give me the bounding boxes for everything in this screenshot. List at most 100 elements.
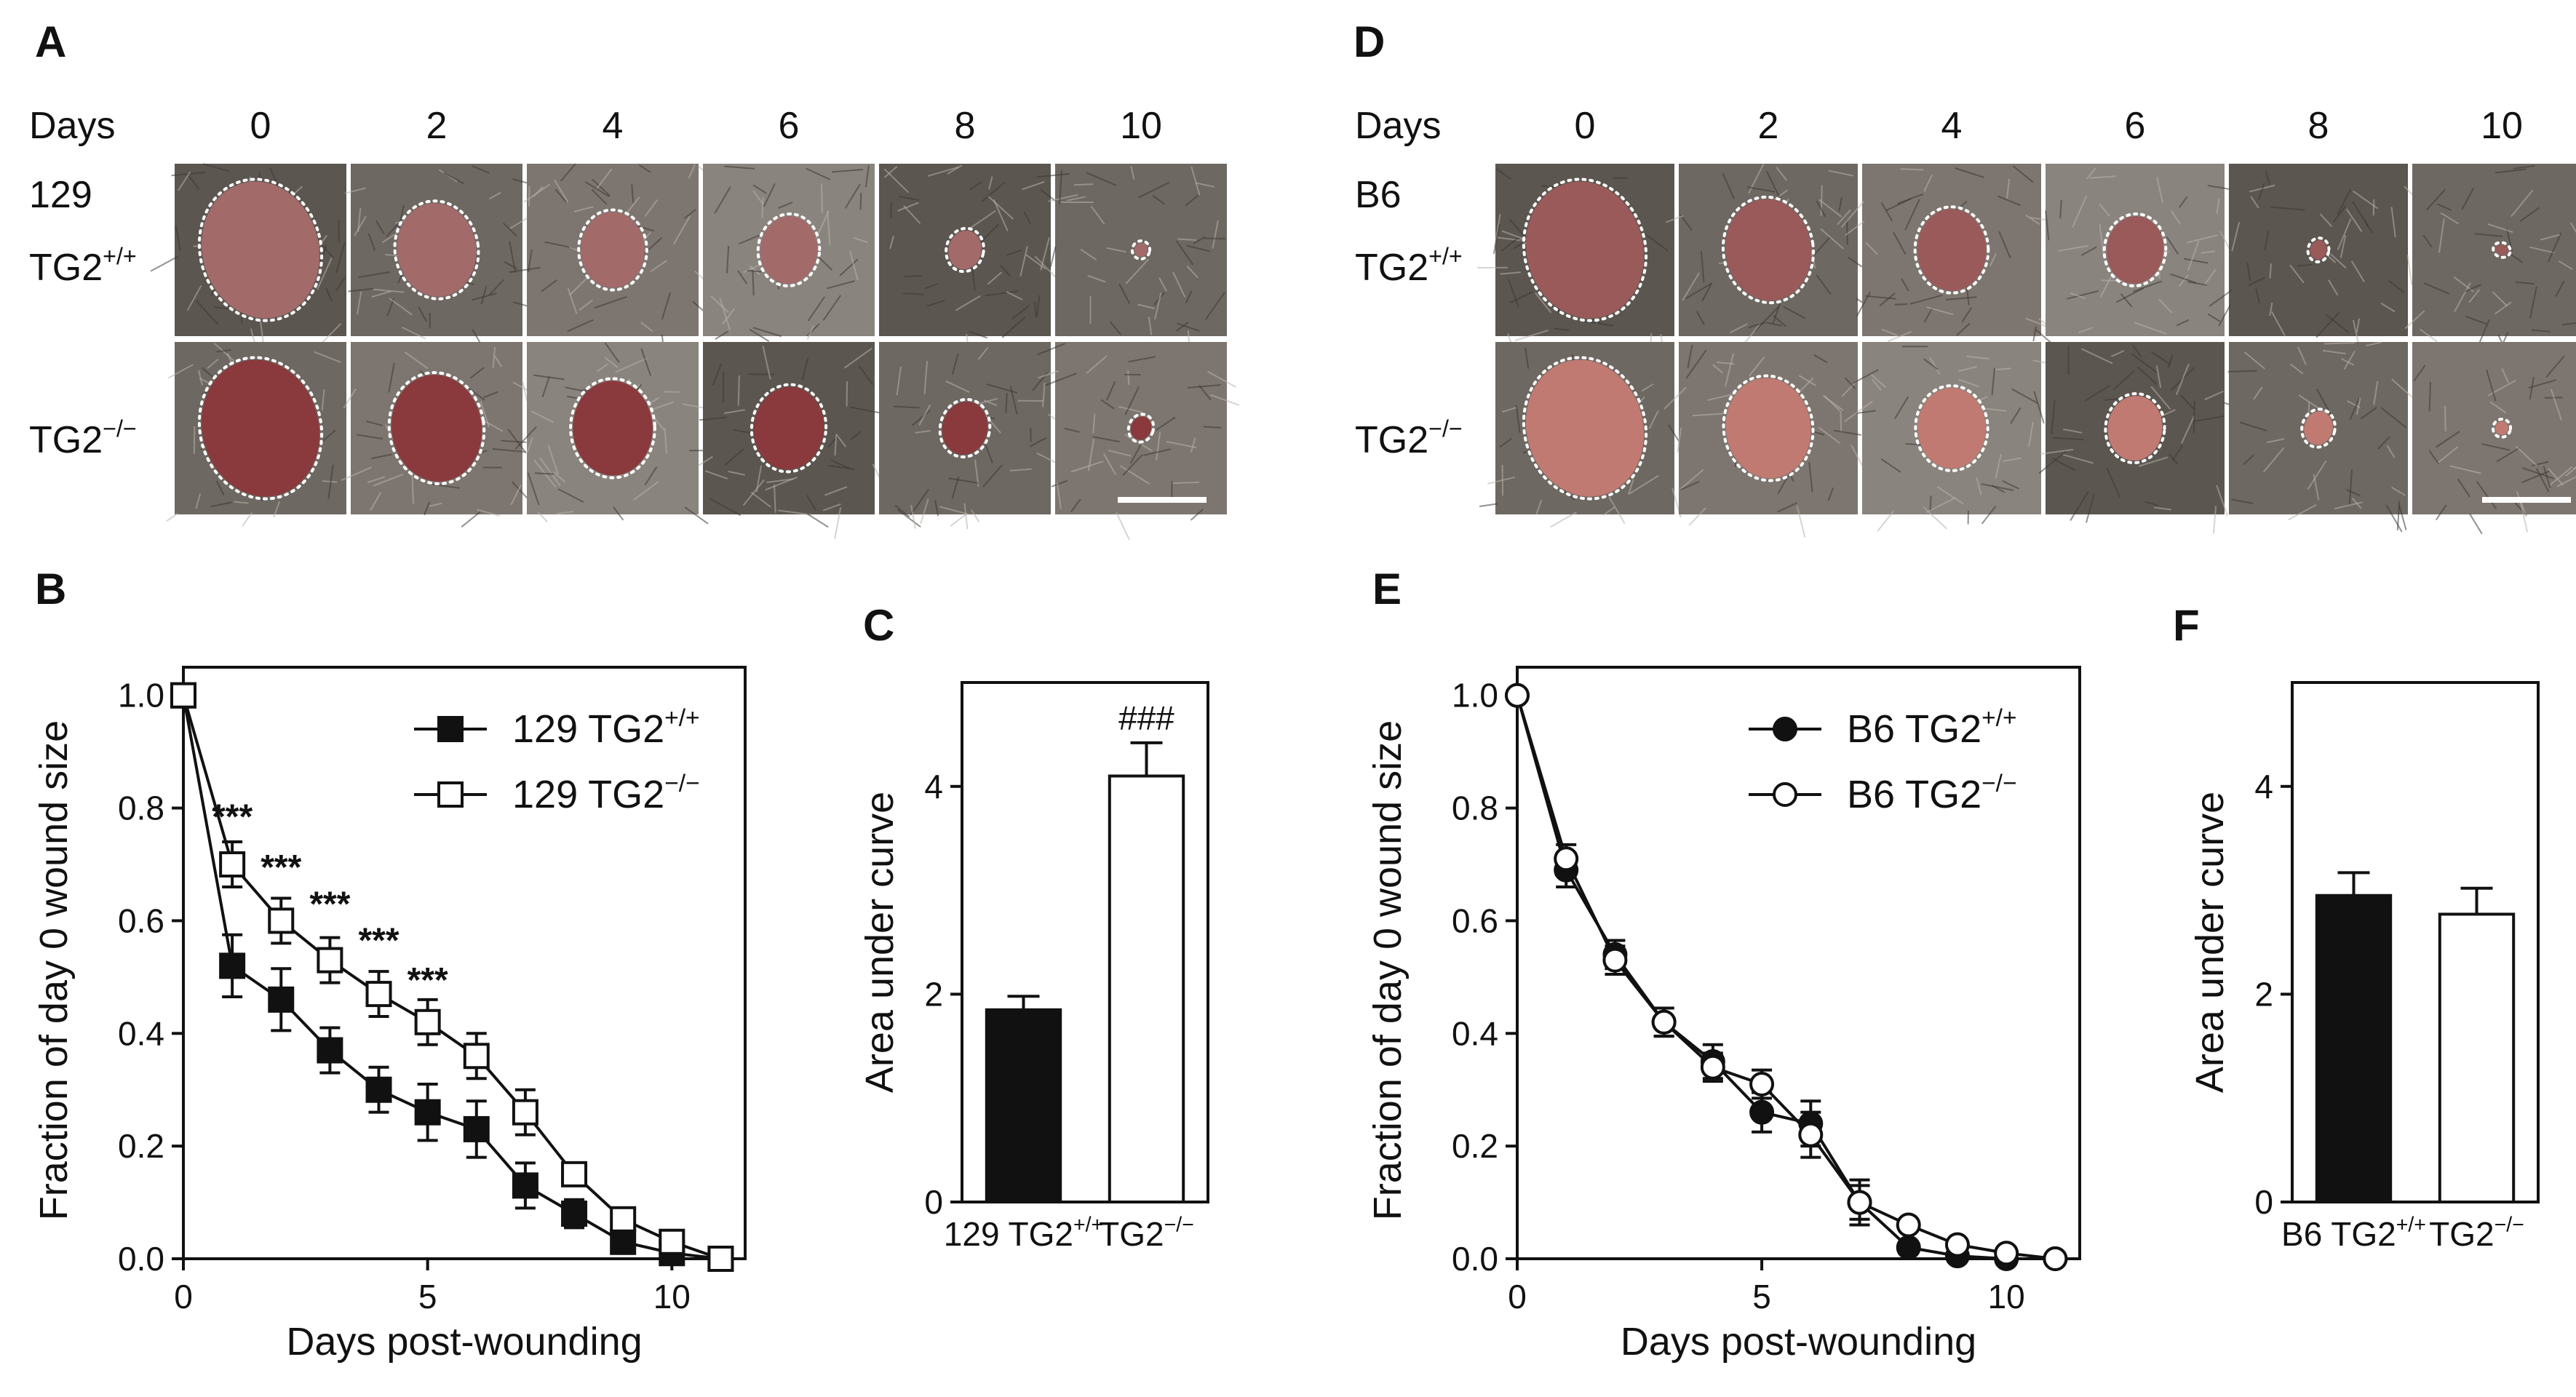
- fur-stroke: [2216, 198, 2220, 214]
- panel-letter-b: B: [35, 565, 66, 613]
- fur-stroke: [2176, 319, 2190, 327]
- fur-stroke: [923, 361, 929, 394]
- day-label: 4: [603, 105, 624, 147]
- fur-stroke: [2106, 468, 2121, 498]
- fur-stroke: [763, 183, 776, 207]
- plot-frame: [961, 681, 1209, 1203]
- fur-stroke: [2181, 415, 2195, 444]
- fur-stroke: [1496, 168, 1512, 180]
- fur-stroke: [807, 513, 829, 528]
- fur-stroke: [1051, 479, 1068, 487]
- fur-stroke: [1190, 509, 1204, 521]
- wound-photo: [2038, 342, 2244, 534]
- wound-outline: [756, 212, 822, 287]
- fur-stroke: [1186, 265, 1198, 279]
- fur-stroke: [1834, 429, 1861, 436]
- fur-stroke: [915, 429, 931, 434]
- wound-photo: [2227, 341, 2413, 533]
- fur-stroke: [2012, 165, 2034, 183]
- fur-stroke: [889, 235, 894, 250]
- fur-stroke: [1722, 172, 1735, 199]
- fur-stroke: [1106, 247, 1126, 253]
- fur-stroke: [1783, 306, 1806, 319]
- fur-stroke: [2341, 358, 2355, 366]
- fur-stroke: [951, 353, 959, 375]
- fur-stroke: [594, 295, 627, 309]
- fur-stroke: [2343, 351, 2356, 370]
- fur-stroke: [2270, 206, 2305, 211]
- fur-stroke: [814, 210, 830, 242]
- fur-stroke: [1845, 377, 1856, 389]
- fur-stroke: [1766, 170, 1781, 201]
- fur-stroke: [1524, 347, 1530, 369]
- fur-stroke: [664, 428, 667, 454]
- fur-stroke: [2179, 196, 2188, 208]
- fur-stroke: [2150, 386, 2171, 410]
- fur-stroke: [824, 486, 848, 496]
- fur-stroke: [859, 192, 862, 210]
- fur-stroke: [365, 420, 383, 426]
- legend-marker: [437, 716, 464, 742]
- fur-stroke: [897, 202, 919, 212]
- fur-stroke: [2062, 453, 2094, 464]
- fur-stroke: [777, 509, 812, 516]
- fur-stroke: [1766, 322, 1783, 327]
- fur-stroke: [724, 165, 755, 170]
- fur-stroke: [2262, 447, 2285, 473]
- fur-stroke: [2120, 293, 2133, 308]
- fur-stroke: [1707, 392, 1737, 401]
- fur-stroke: [1692, 413, 1723, 417]
- data-point: [1700, 1054, 1725, 1080]
- fur-stroke: [214, 306, 231, 310]
- fur-stroke: [2555, 280, 2565, 298]
- fur-stroke: [2067, 290, 2099, 300]
- fur-stroke: [2332, 205, 2346, 223]
- wound-area: [948, 230, 982, 270]
- wound-area: [2494, 421, 2509, 435]
- fur-stroke: [2002, 480, 2019, 490]
- fur-stroke: [1122, 454, 1143, 477]
- wound-photo: [1663, 342, 1864, 538]
- fur-stroke: [1841, 380, 1858, 397]
- fur-stroke: [2288, 504, 2317, 521]
- fur-stroke: [523, 183, 551, 203]
- panel-letter-d: D: [1353, 17, 1385, 66]
- fur-stroke: [539, 457, 561, 487]
- fur-stroke: [2428, 450, 2440, 465]
- fur-stroke: [1840, 410, 1842, 432]
- fur-stroke: [2444, 405, 2446, 431]
- fur-stroke: [2025, 214, 2040, 226]
- fur-stroke: [1725, 353, 1735, 387]
- fur-stroke: [749, 328, 770, 342]
- fur-stroke: [2457, 478, 2470, 498]
- fur-stroke: [325, 287, 333, 302]
- fur-stroke: [2352, 201, 2369, 227]
- fur-stroke: [850, 406, 881, 414]
- wound-photo: [1036, 342, 1240, 541]
- fur-stroke: [2085, 493, 2095, 523]
- fur-stroke: [2543, 466, 2551, 488]
- fur-stroke: [2337, 188, 2352, 215]
- fur-stroke: [541, 279, 557, 292]
- data-point: [219, 851, 246, 877]
- fur-stroke: [1827, 487, 1834, 501]
- fur-stroke: [2465, 315, 2487, 325]
- fur-stroke: [354, 215, 367, 236]
- fur-stroke: [596, 363, 608, 373]
- significance-label: ***: [212, 797, 253, 836]
- fur-stroke: [2436, 446, 2459, 464]
- data-point: [610, 1206, 637, 1233]
- fur-stroke: [1641, 231, 1669, 252]
- fur-stroke: [640, 348, 652, 376]
- data-point: [317, 947, 343, 974]
- fur-stroke: [2347, 400, 2361, 408]
- fur-stroke: [2186, 234, 2219, 244]
- fur-stroke: [2468, 289, 2481, 303]
- fur-stroke: [1998, 231, 2011, 259]
- fur-stroke: [424, 501, 431, 516]
- fur-stroke: [2380, 302, 2396, 313]
- fur-stroke: [2516, 490, 2527, 517]
- fur-stroke: [1976, 477, 1982, 495]
- legend: B6 TG2+/+ B6 TG2−/−: [1749, 704, 2017, 816]
- fur-stroke: [1677, 427, 1682, 453]
